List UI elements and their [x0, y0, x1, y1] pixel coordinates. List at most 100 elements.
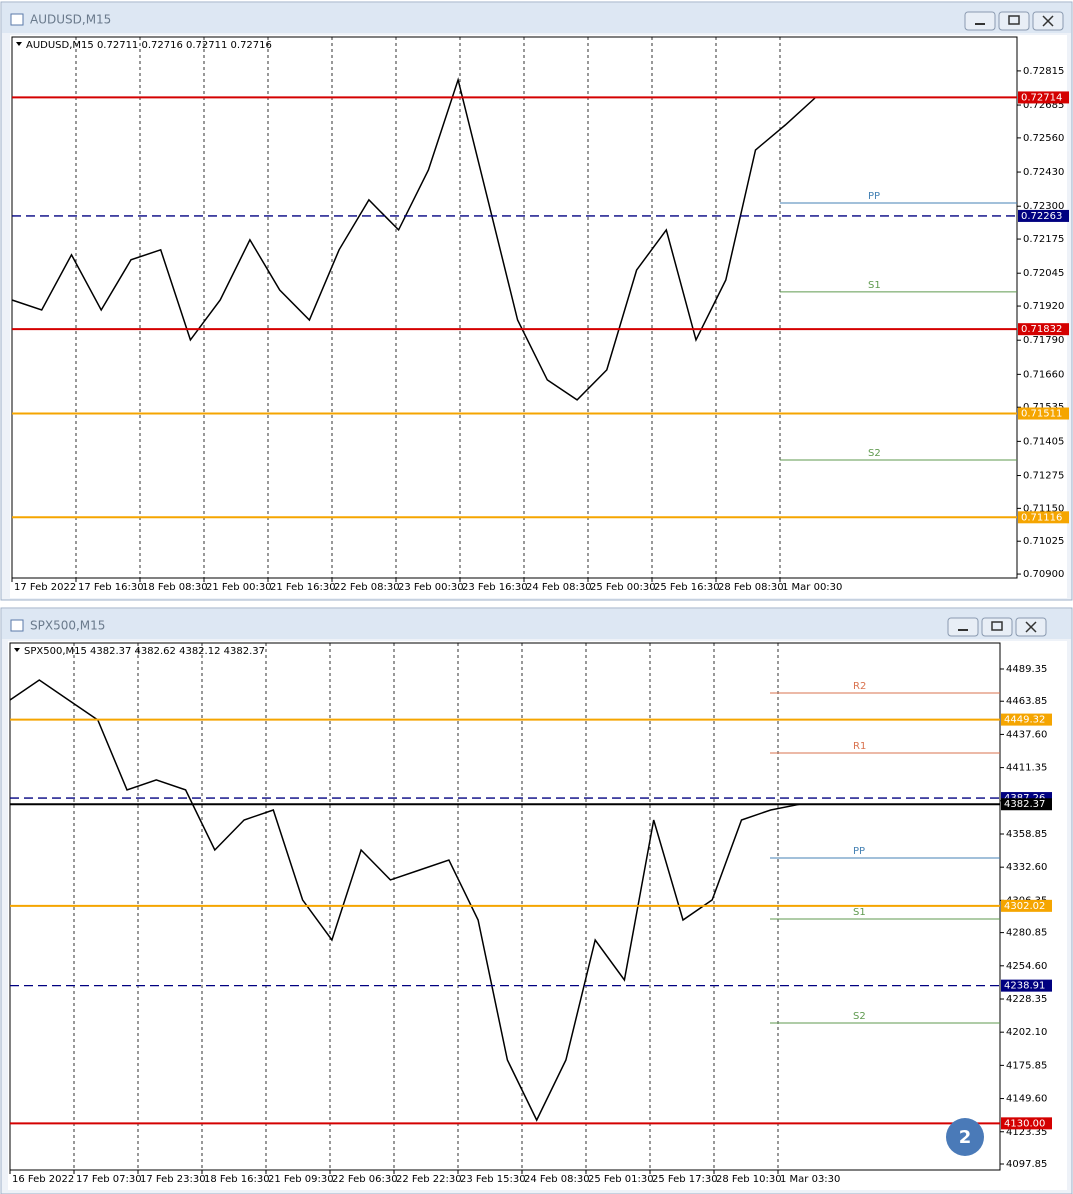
x-tick-label: 25 Feb 17:30 [652, 1174, 718, 1185]
y-tick-label: 4228.35 [1006, 994, 1047, 1005]
level-label: 0.71511 [1021, 409, 1062, 420]
pivot-label: S1 [868, 280, 881, 291]
x-tick-label: 18 Feb 08:30 [142, 582, 208, 593]
pivot-label: PP [853, 846, 865, 857]
y-tick-label: 0.72560 [1023, 133, 1064, 144]
header-arrow [14, 648, 20, 652]
level-label: 4130.00 [1004, 1118, 1045, 1129]
y-tick-label: 4411.35 [1006, 763, 1047, 774]
x-tick-label: 16 Feb 2022 [12, 1174, 74, 1185]
x-tick-label: 18 Feb 16:30 [204, 1174, 270, 1185]
maximize-button[interactable] [981, 617, 1013, 637]
window-title: AUDUSD,M15 [30, 13, 111, 27]
level-label: 0.71116 [1021, 512, 1062, 523]
y-tick-label: 0.71275 [1023, 471, 1064, 482]
y-tick-label: 4332.60 [1006, 862, 1047, 873]
y-tick-label: 0.72685 [1023, 100, 1064, 111]
window-icon [10, 13, 24, 26]
level-tag [1001, 979, 1052, 992]
y-tick-label: 4280.85 [1006, 928, 1047, 939]
minimize-button[interactable] [947, 617, 979, 637]
y-tick-label: 4489.35 [1006, 664, 1047, 675]
level-label: 0.72714 [1021, 92, 1062, 103]
chart-header: SPX500,M15 4382.37 4382.62 4382.12 4382.… [24, 646, 265, 657]
y-tick-label: 4149.60 [1006, 1094, 1047, 1105]
window-title: SPX500,M15 [30, 619, 105, 633]
x-tick-label: 1 Mar 00:30 [782, 582, 842, 593]
y-tick-label: 0.72045 [1023, 268, 1064, 279]
x-tick-label: 24 Feb 08:30 [526, 582, 592, 593]
icon [1008, 15, 1020, 25]
y-tick-label: 4202.10 [1006, 1027, 1047, 1038]
x-tick-label: 28 Feb 10:30 [716, 1174, 782, 1185]
pivot-label: S2 [853, 1011, 866, 1022]
y-tick-label: 4254.60 [1006, 961, 1047, 972]
level-tag [1018, 209, 1069, 222]
badge [946, 1118, 984, 1156]
x-tick-label: 21 Feb 16:30 [270, 582, 336, 593]
pivot-label: S2 [868, 448, 881, 459]
badge-label: 2 [959, 1127, 972, 1148]
x-tick-label: 23 Feb 00:30 [398, 582, 464, 593]
y-tick-label: 0.71660 [1023, 369, 1064, 380]
level-label: 0.72263 [1021, 211, 1062, 222]
level-tag [1001, 713, 1052, 726]
level-label: 4382.37 [1004, 799, 1045, 810]
pivot-label: PP [868, 191, 880, 202]
y-tick-label: 4097.85 [1006, 1159, 1047, 1170]
chart-header: AUDUSD,M15 0.72711 0.72716 0.72711 0.727… [26, 40, 272, 51]
y-tick-label: 0.72815 [1023, 66, 1064, 77]
price-line [11, 77, 816, 401]
level-label: 4449.32 [1004, 715, 1045, 726]
y-tick-label: 0.70900 [1023, 569, 1064, 580]
x-tick-label: 17 Feb 07:30 [76, 1174, 142, 1185]
minimize-button[interactable] [964, 11, 996, 31]
y-tick-label: 4175.85 [1006, 1060, 1047, 1071]
x-tick-label: 25 Feb 00:30 [590, 582, 656, 593]
level-label: 4238.91 [1004, 981, 1045, 992]
x-tick-label: 28 Feb 08:30 [718, 582, 784, 593]
y-tick-label: 0.72300 [1023, 201, 1064, 212]
y-tick-label: 4463.85 [1006, 696, 1047, 707]
y-tick-label: 4437.60 [1006, 729, 1047, 740]
x-tick-label: 22 Feb 22:30 [396, 1174, 462, 1185]
x-tick-label: 21 Feb 09:30 [268, 1174, 334, 1185]
icon [1025, 621, 1037, 633]
y-tick-label: 0.71790 [1023, 335, 1064, 346]
x-tick-label: 22 Feb 06:30 [332, 1174, 398, 1185]
level-tag [1001, 899, 1052, 912]
x-tick-label: 17 Feb 23:30 [140, 1174, 206, 1185]
price-line [9, 679, 801, 1122]
level-tag [1018, 323, 1069, 336]
maximize-button[interactable] [998, 11, 1030, 31]
x-tick-label: 21 Feb 00:30 [206, 582, 272, 593]
x-tick-label: 17 Feb 16:30 [78, 582, 144, 593]
y-tick-label: 4123.35 [1006, 1127, 1047, 1138]
level-tag [1001, 1117, 1052, 1130]
x-tick-label: 24 Feb 08:30 [524, 1174, 590, 1185]
y-tick-label: 0.72430 [1023, 167, 1064, 178]
icon [1042, 15, 1054, 27]
y-tick-label: 0.71025 [1023, 536, 1064, 547]
x-tick-label: 17 Feb 2022 [14, 582, 76, 593]
icon [991, 621, 1003, 631]
title-bar [2, 3, 1071, 33]
x-tick-label: 25 Feb 01:30 [588, 1174, 654, 1185]
x-tick-label: 1 Mar 03:30 [780, 1174, 840, 1185]
x-tick-label: 23 Feb 15:30 [460, 1174, 526, 1185]
x-tick-label: 25 Feb 16:30 [654, 582, 720, 593]
y-tick-label: 4358.85 [1006, 829, 1047, 840]
x-tick-label: 23 Feb 16:30 [462, 582, 528, 593]
pivot-label: R1 [853, 741, 866, 752]
pivot-label: R2 [853, 681, 866, 692]
level-label: 4302.02 [1004, 901, 1045, 912]
x-tick-label: 22 Feb 08:30 [334, 582, 400, 593]
level-label: 0.71832 [1021, 324, 1062, 335]
title-bar [2, 609, 1071, 639]
level-tag [1001, 798, 1052, 811]
level-tag [1018, 407, 1069, 420]
level-tag [1018, 511, 1069, 524]
pivot-label: S1 [853, 907, 866, 918]
